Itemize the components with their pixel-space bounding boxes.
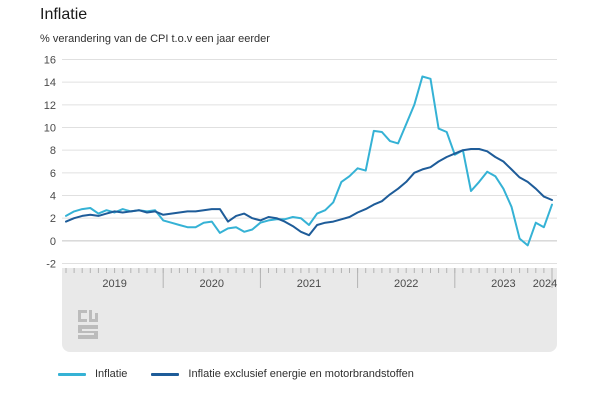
y-axis-label-6: 6 [50, 168, 56, 180]
y-axis-label-12: 12 [44, 100, 56, 112]
y-axis-label-10: 10 [44, 123, 56, 135]
x-axis-band [62, 268, 557, 352]
legend-label-kerninflatie: Inflatie exclusief energie en motorbrand… [188, 368, 414, 380]
cbs-logo-icon [78, 310, 98, 339]
y-axis-label-8: 8 [50, 145, 56, 157]
y-axis-label-0: 0 [50, 236, 56, 248]
y-axis-label-16: 16 [44, 55, 56, 67]
y-axis-label-14: 14 [44, 77, 56, 89]
y-axis-label-4: 4 [50, 191, 56, 203]
y-axis-label--2: -2 [46, 259, 56, 271]
legend-item-inflatie: Inflatie [58, 368, 127, 380]
page-title: Inflatie [40, 6, 88, 23]
legend-swatch-inflatie [58, 372, 86, 376]
legend-item-kerninflatie: Inflatie exclusief energie en motorbrand… [151, 368, 414, 380]
series-line-inflatie [65, 75, 553, 247]
legend-swatch-kerninflatie [151, 372, 180, 376]
series-line-kerninflatie [65, 148, 553, 237]
legend-label-inflatie: Inflatie [95, 368, 128, 380]
chart-subtitle: % verandering van de CPI t.o.v een jaar … [40, 33, 270, 45]
y-axis-label-2: 2 [50, 213, 56, 225]
legend: Inflatie Inflatie exclusief energie en m… [58, 368, 414, 380]
